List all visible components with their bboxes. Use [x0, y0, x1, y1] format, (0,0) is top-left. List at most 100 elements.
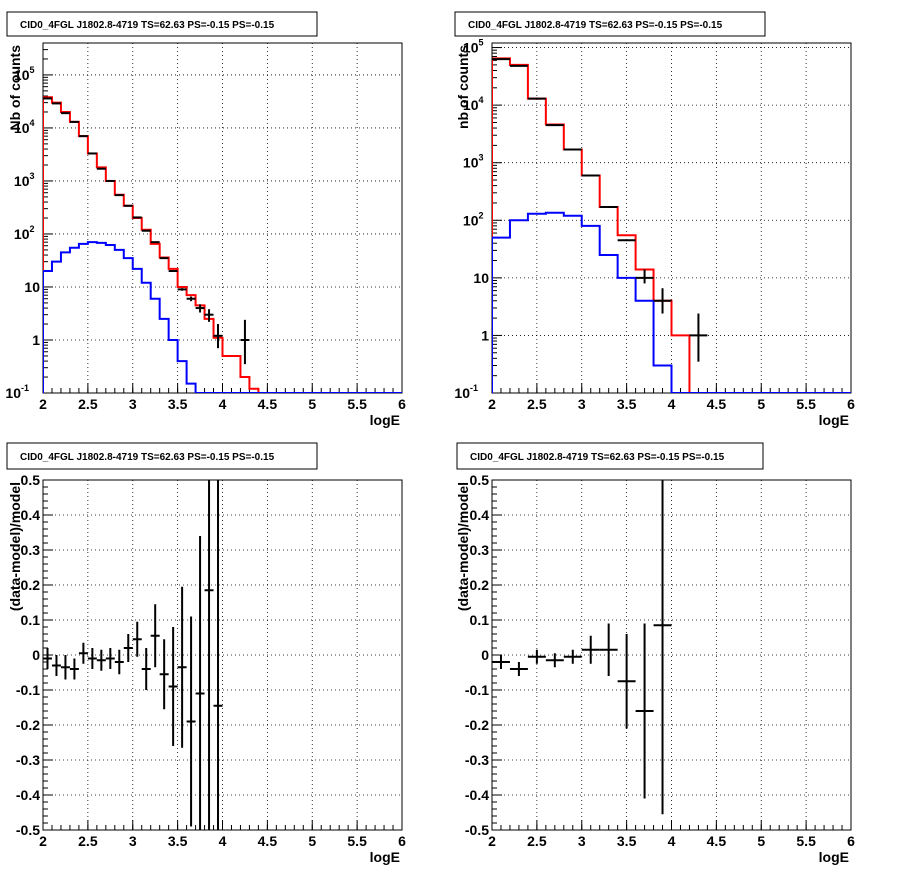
x-tick-label: 3: [578, 396, 586, 412]
y-axis-label: (data-model)/model: [455, 482, 471, 611]
x-tick-label: 4: [668, 833, 676, 849]
x-tick-label: 3: [578, 833, 586, 849]
x-tick-label: 5.5: [347, 833, 367, 849]
chart-title: CID0_4FGL J1802.8-4719 TS=62.63 PS=-0.15…: [470, 452, 725, 463]
x-tick-label: 2.5: [527, 396, 547, 412]
x-tick-label: 4.5: [707, 833, 727, 849]
x-tick-label: 4: [219, 396, 227, 412]
x-tick-label: 2: [39, 833, 47, 849]
y-tick-label: 0.1: [21, 612, 41, 628]
histogram-series-2: [43, 241, 402, 393]
x-tick-label: 4: [668, 396, 676, 412]
y-tick-label: 104: [463, 95, 484, 113]
x-tick-label: 3.5: [168, 396, 188, 412]
x-tick-label: 2.5: [78, 396, 98, 412]
x-tick-label: 4: [219, 833, 227, 849]
histogram-series-1: [43, 96, 402, 393]
y-tick-label: 10: [24, 279, 40, 295]
y-tick-label: 10: [473, 270, 489, 286]
x-tick-label: 6: [847, 396, 855, 412]
x-tick-label: 3.5: [617, 396, 637, 412]
x-tick-label: 5.5: [347, 396, 367, 412]
y-tick-label: -0.4: [16, 787, 40, 803]
y-tick-label: -0.5: [465, 822, 489, 838]
x-axis-label: logE: [370, 849, 400, 865]
x-tick-label: 5: [757, 833, 765, 849]
chart-title: CID0_4FGL J1802.8-4719 TS=62.63 PS=-0.15…: [20, 20, 275, 31]
x-tick-label: 5.5: [796, 396, 816, 412]
y-tick-label: -0.5: [16, 822, 40, 838]
x-tick-label: 2: [488, 396, 496, 412]
x-tick-label: 5: [308, 833, 316, 849]
x-tick-label: 3.5: [168, 833, 188, 849]
y-tick-label: 102: [14, 224, 35, 242]
y-tick-label: 0: [32, 647, 40, 663]
y-tick-label: 0.3: [21, 542, 41, 558]
x-axis-label: logE: [819, 849, 849, 865]
chart-panel-4: CID0_4FGL J1802.8-4719 TS=62.63 PS=-0.15…: [455, 442, 855, 865]
y-tick-label: 103: [463, 153, 484, 171]
chart-panel-3: CID0_4FGL J1802.8-4719 TS=62.63 PS=-0.15…: [6, 442, 406, 865]
x-tick-label: 5: [757, 396, 765, 412]
x-tick-label: 4.5: [707, 396, 727, 412]
y-tick-label: 10-1: [454, 383, 478, 401]
x-tick-label: 5: [308, 396, 316, 412]
y-axis-label: nb of counts: [455, 45, 471, 129]
data-layer: [492, 57, 851, 393]
x-axis-label: logE: [819, 412, 849, 428]
y-tick-label: 0.4: [470, 507, 490, 523]
chart-title: CID0_4FGL J1802.8-4719 TS=62.63 PS=-0.15…: [20, 452, 275, 463]
x-tick-label: 6: [398, 396, 406, 412]
y-tick-label: 0.1: [470, 612, 490, 628]
x-tick-label: 2.5: [527, 833, 547, 849]
y-tick-label: 0: [481, 647, 489, 663]
chart-title-box: [454, 11, 766, 37]
x-tick-label: 6: [847, 833, 855, 849]
data-layer: [492, 480, 672, 815]
x-tick-label: 5.5: [796, 833, 816, 849]
chart-panel-2: CID0_4FGL J1802.8-4719 TS=62.63 PS=-0.15…: [454, 11, 855, 428]
y-tick-label: 104: [14, 118, 35, 136]
y-tick-label: -0.4: [465, 787, 489, 803]
y-tick-label: 1: [32, 332, 40, 348]
plot-frame: [42, 42, 403, 394]
y-tick-label: 0.4: [21, 507, 41, 523]
y-tick-label: -0.3: [465, 752, 489, 768]
x-tick-label: 2: [488, 833, 496, 849]
y-axis-label: Nb of counts: [7, 45, 23, 131]
histogram-series-1: [492, 57, 851, 393]
chart-title-box: [456, 442, 764, 470]
y-tick-label: 105: [463, 38, 484, 56]
y-axis-label: (data-model)/model: [7, 482, 23, 611]
x-tick-label: 3: [129, 833, 137, 849]
y-tick-label: 102: [463, 210, 484, 228]
x-tick-label: 3.5: [617, 833, 637, 849]
y-tick-label: 0.2: [21, 577, 41, 593]
y-tick-label: 0.5: [470, 472, 490, 488]
x-axis-label: logE: [370, 412, 400, 428]
y-tick-label: 0.2: [470, 577, 490, 593]
histogram-series-2: [492, 211, 851, 393]
chart-title: CID0_4FGL J1802.8-4719 TS=62.63 PS=-0.15…: [468, 20, 723, 31]
x-tick-label: 4.5: [258, 833, 278, 849]
x-tick-label: 2: [39, 396, 47, 412]
y-tick-label: 103: [14, 171, 35, 189]
x-tick-label: 2.5: [78, 833, 98, 849]
y-tick-label: -0.1: [16, 682, 40, 698]
y-tick-label: -0.2: [16, 717, 40, 733]
x-tick-label: 6: [398, 833, 406, 849]
y-tick-label: 105: [14, 65, 35, 83]
y-tick-label: 0.5: [21, 472, 41, 488]
chart-title-box: [6, 11, 318, 37]
y-tick-label: 1: [481, 327, 489, 343]
data-layer: [43, 96, 402, 393]
x-tick-label: 4.5: [258, 396, 278, 412]
x-tick-label: 3: [129, 396, 137, 412]
chart-panel-1: CID0_4FGL J1802.8-4719 TS=62.63 PS=-0.15…: [5, 11, 406, 428]
chart-title-box: [6, 442, 318, 470]
plot-frame: [42, 479, 403, 831]
y-tick-label: -0.3: [16, 752, 40, 768]
y-tick-label: 10-1: [5, 383, 29, 401]
y-tick-label: -0.1: [465, 682, 489, 698]
